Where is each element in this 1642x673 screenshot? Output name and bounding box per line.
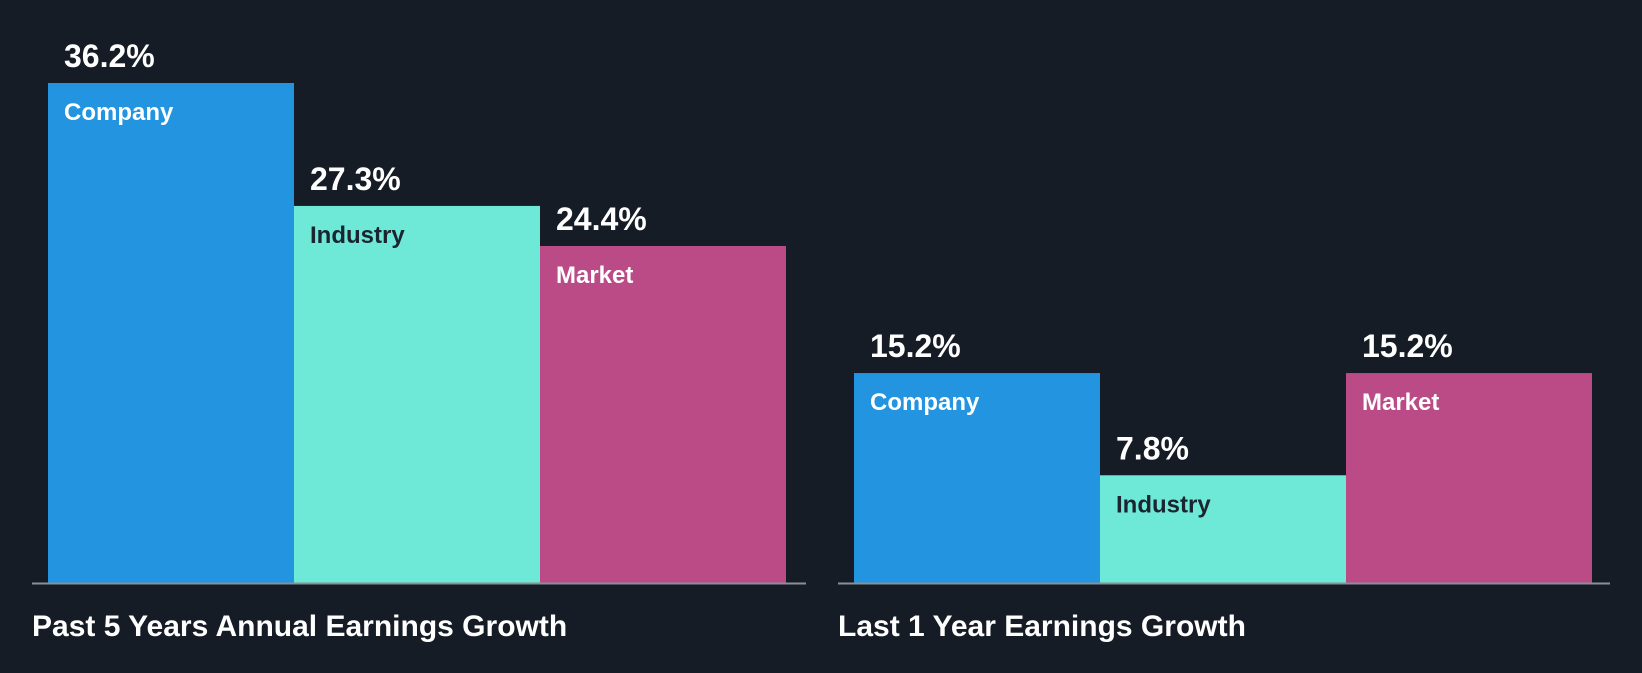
category-label-company: Company: [870, 389, 980, 416]
chart-panel-1: 36.2% Company 27.3% Industry 24.4% Market Past…: [32, 38, 806, 643]
bar-industry: [294, 205, 540, 584]
value-label-industry: 7.8%: [1116, 430, 1189, 466]
bar-market: [540, 245, 786, 583]
value-label-company: 15.2%: [870, 328, 961, 364]
value-label-market: 24.4%: [556, 201, 647, 237]
chart-panel-2: 15.2% Company 7.8% Industry 15.2% Market Last …: [838, 328, 1610, 643]
bar-company: [854, 373, 1100, 583]
category-label-industry: Industry: [1116, 491, 1211, 518]
bar-industry: [1100, 475, 1346, 583]
value-label-company: 36.2%: [64, 38, 155, 74]
category-label-industry: Industry: [310, 222, 405, 249]
category-label-company: Company: [64, 99, 174, 126]
value-label-industry: 27.3%: [310, 161, 401, 197]
bar-market: [1346, 373, 1592, 583]
category-label-market: Market: [556, 262, 633, 289]
bar-company: [48, 83, 294, 583]
chart-title: Past 5 Years Annual Earnings Growth: [32, 610, 567, 643]
category-label-market: Market: [1362, 389, 1439, 416]
chart-title: Last 1 Year Earnings Growth: [838, 610, 1246, 643]
value-label-market: 15.2%: [1362, 328, 1453, 364]
